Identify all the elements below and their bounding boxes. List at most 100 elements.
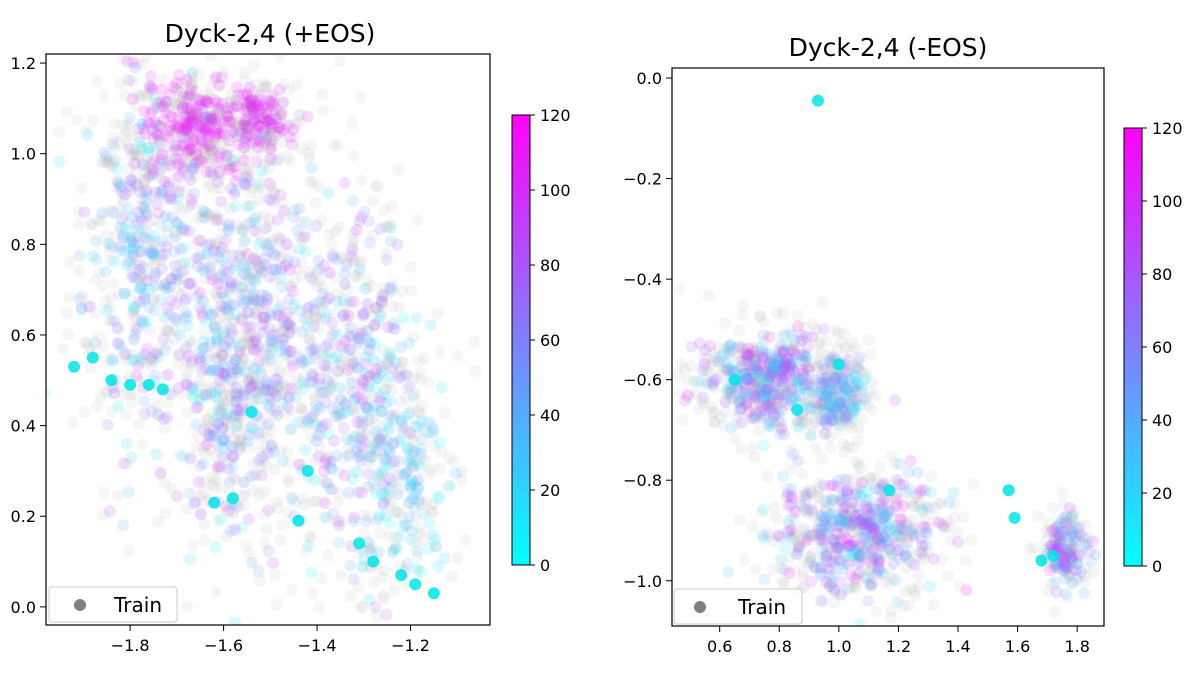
chart-right-data-point <box>1055 538 1068 551</box>
chart-left-haze-point <box>253 575 266 588</box>
chart-right-data-point <box>799 355 812 368</box>
chart-right-data-point <box>784 358 797 371</box>
chart-right-haze-point <box>748 451 761 464</box>
chart-right-data-point <box>819 495 832 508</box>
chart-right-data-point <box>825 382 838 395</box>
chart-left-haze-point <box>191 114 204 127</box>
chart-left-data-point <box>212 101 225 114</box>
chart-left-haze-point <box>310 420 323 433</box>
chart-right-haze-point <box>754 383 767 396</box>
chart-right-data-point <box>749 408 762 421</box>
chart-left-data-point <box>372 314 385 327</box>
chart-left-haze-point <box>358 509 371 522</box>
chart-left-data-point <box>214 406 227 419</box>
chart-right-haze-point <box>733 514 746 527</box>
chart-left-data-point <box>236 400 249 413</box>
chart-right-haze-point <box>816 511 829 524</box>
chart-right-data-point <box>834 396 847 409</box>
chart-left-haze-point <box>173 448 186 461</box>
chart-right-data-point <box>1086 535 1099 548</box>
chart-right-data-point <box>822 387 835 400</box>
chart-left-haze-point <box>314 377 327 390</box>
chart-left-haze-point <box>271 230 284 243</box>
chart-left-haze-point <box>394 475 407 488</box>
chart-right-haze-point <box>772 373 785 386</box>
chart-right-haze-point <box>895 530 908 543</box>
chart-left-haze-point <box>208 449 221 462</box>
chart-right-haze-point <box>725 390 738 403</box>
chart-right-haze-point <box>908 522 921 535</box>
chart-left-haze-point <box>212 291 225 304</box>
chart-left-data-point <box>227 358 240 371</box>
chart-right-haze-point <box>838 409 851 422</box>
chart-right-data-point <box>827 493 840 506</box>
chart-left-haze-point <box>385 384 398 397</box>
chart-left-haze-point <box>384 353 397 366</box>
chart-left-data-point <box>363 215 376 228</box>
chart-left-data-point <box>143 81 156 94</box>
chart-left-haze-point <box>370 610 383 623</box>
chart-right-haze-point <box>853 513 866 526</box>
chart-right-data-point <box>871 564 884 577</box>
chart-left-data-point <box>209 321 222 334</box>
chart-right-haze-point <box>741 399 754 412</box>
chart-left-haze-point <box>112 489 125 502</box>
chart-left-haze-point <box>184 140 197 153</box>
chart-left-data-point <box>270 154 283 167</box>
chart-right-haze-point <box>917 553 930 566</box>
chart-left-data-point <box>210 410 223 423</box>
chart-left-data-point <box>341 433 354 446</box>
chart-left-haze-point <box>173 98 186 111</box>
chart-right-data-point <box>847 400 860 413</box>
chart-left-data-point <box>193 153 206 166</box>
chart-right-haze-point <box>1074 526 1087 539</box>
chart-left-data-point <box>99 266 112 279</box>
chart-right-data-point <box>1054 529 1067 542</box>
chart-left-haze-point <box>96 279 109 292</box>
chart-left-haze-point <box>434 345 447 358</box>
chart-left-data-point <box>226 449 239 462</box>
chart-left-data-point <box>138 105 151 118</box>
chart-left-data-point <box>243 382 256 395</box>
chart-left-data-point <box>338 309 351 322</box>
chart-left-data-point <box>400 466 413 479</box>
chart-right-haze-point <box>746 350 759 363</box>
chart-right-data-point <box>843 539 856 552</box>
chart-left-haze-point <box>223 95 236 108</box>
chart-right-haze-point <box>754 310 767 323</box>
chart-left-haze-point <box>171 274 184 287</box>
chart-left-data-point <box>196 103 209 116</box>
chart-left-data-point <box>243 429 256 442</box>
chart-right-data-point <box>859 523 872 536</box>
chart-left-haze-point <box>347 149 360 162</box>
chart-right-data-point <box>850 545 863 558</box>
chart-left-haze-point <box>409 455 422 468</box>
chart-right-data-point <box>845 518 858 531</box>
chart-left-data-point <box>143 170 156 183</box>
chart-right-haze-point <box>784 358 797 371</box>
chart-left-haze-point <box>93 266 106 279</box>
chart-left-haze-point <box>267 186 280 199</box>
chart-left-data-point <box>136 314 149 327</box>
chart-left-haze-point <box>284 118 297 131</box>
chart-right-haze-point <box>785 522 798 535</box>
chart-right-haze-point <box>775 422 788 435</box>
chart-right-haze-point <box>855 392 868 405</box>
chart-left-haze-point <box>363 542 376 555</box>
chart-left-haze-point <box>233 410 246 423</box>
chart-left-haze-point <box>194 153 207 166</box>
chart-left-data-point <box>213 460 226 473</box>
chart-right-haze-point <box>807 318 820 331</box>
chart-left-haze-point <box>271 323 284 336</box>
chart-left-haze-point <box>78 405 91 418</box>
chart-right-data-point <box>790 376 803 389</box>
chart-left-haze-point <box>218 245 231 258</box>
chart-left-haze-point <box>190 145 203 158</box>
chart-left-haze-point <box>108 142 121 155</box>
chart-right-haze-point <box>824 441 837 454</box>
chart-left-haze-point <box>245 395 258 408</box>
chart-left-haze-point <box>149 97 162 110</box>
chart-left-data-point <box>128 270 141 283</box>
chart-right-data-point <box>913 486 926 499</box>
chart-right-data-point <box>710 373 723 386</box>
